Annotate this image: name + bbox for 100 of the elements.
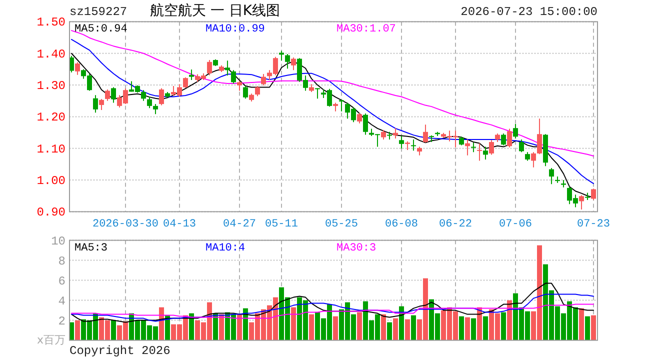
x-tick-label: 06-22 [438,218,472,231]
candlestick [315,88,320,100]
y-tick-label: 1.00 [36,174,66,188]
candlestick [477,142,482,162]
candlestick [471,142,476,153]
candlestick [519,139,524,153]
candlestick [159,88,164,106]
y-tick-label: 8 [58,254,66,268]
bar [309,314,314,340]
y-tick-label: 10 [51,234,66,248]
candlestick [207,60,212,76]
x-tick-label: 05-11 [264,218,298,231]
bar [333,316,338,340]
candlestick [423,124,428,144]
candlestick [99,98,104,111]
candlestick [489,140,494,156]
bar [471,318,476,340]
candlestick [399,136,404,150]
y-tick-label: 1.50 [36,16,66,30]
candlestick [75,62,80,76]
y-tick-label: 1.20 [36,110,66,125]
text: MA10:4 [206,242,246,254]
y-tick-label: 6 [58,274,66,288]
y-tick-label: 4 [58,294,66,308]
candlestick [411,139,416,152]
x-tick-label: 07-06 [498,218,532,231]
bar [393,318,398,340]
bar [459,316,464,340]
text: sz159227 [70,5,128,19]
x-tick-label: 04-13 [162,218,196,231]
candlestick [591,188,596,200]
text: Copyright 2026 [70,344,170,358]
candlestick [255,85,260,97]
text: MA30:1.07 [336,24,396,36]
candlestick [111,86,116,104]
candlestick [531,152,536,168]
candlestick [507,128,512,148]
bar [237,314,242,340]
text: 2026-07-23 15:00:00 [460,5,598,19]
line-series [71,38,594,184]
x-tick-label: 04-27 [222,218,256,231]
candlestick [225,60,230,76]
line-series [71,30,594,156]
bar [75,320,80,340]
bar [291,307,296,340]
candlestick [363,113,368,136]
y-tick-label: 2 [58,314,66,328]
y-tick-label: 0.90 [36,206,66,220]
x-tick-label: 07-23 [576,218,610,231]
y-tick-label: 1.10 [36,142,66,156]
candlestick [147,96,152,109]
text: MA30:3 [336,242,376,254]
candlestick [279,50,284,62]
candlestick [183,76,188,88]
bar [111,320,116,340]
candlestick [357,112,362,124]
bar [357,312,362,340]
bar [387,322,392,340]
bar [483,316,488,340]
bar [219,314,224,340]
candlestick [153,104,158,115]
candlestick [285,54,290,70]
bar [585,316,590,340]
bar [399,306,404,340]
candlestick [393,128,398,140]
x-tick-label: 05-25 [324,218,358,231]
candlestick [93,94,98,114]
candlestick [549,168,554,185]
candlestick [501,132,506,146]
bar [189,313,194,340]
bar [501,312,506,340]
candlestick [189,69,194,80]
candlestick [381,130,386,140]
y-tick-label: 1.30 [36,79,66,94]
candlestick [105,88,110,102]
x-tick-label: 06-08 [384,218,418,231]
line-series [71,294,594,322]
candlestick [483,146,488,160]
bar [411,315,416,340]
line-series [71,304,594,319]
candlestick [537,118,542,155]
bar [507,300,512,340]
bar [465,317,470,340]
candlestick [291,56,296,71]
bar [405,319,410,340]
bar [591,315,596,340]
bar [381,314,386,340]
candlestick [585,192,590,200]
candlestick [579,194,584,210]
candlestick [231,70,236,84]
text: MA10:0.99 [206,24,265,36]
bar [579,308,584,340]
candlestick [237,80,242,92]
x-tick-label: 2026-03-30 [92,218,159,231]
candlestick [339,99,344,112]
text: MA5:3 [74,242,108,254]
y-axis-title: x百万 [36,333,66,346]
series-label: MA5:0.94 [74,24,128,36]
candlestick [141,90,146,102]
candlestick [243,85,248,100]
